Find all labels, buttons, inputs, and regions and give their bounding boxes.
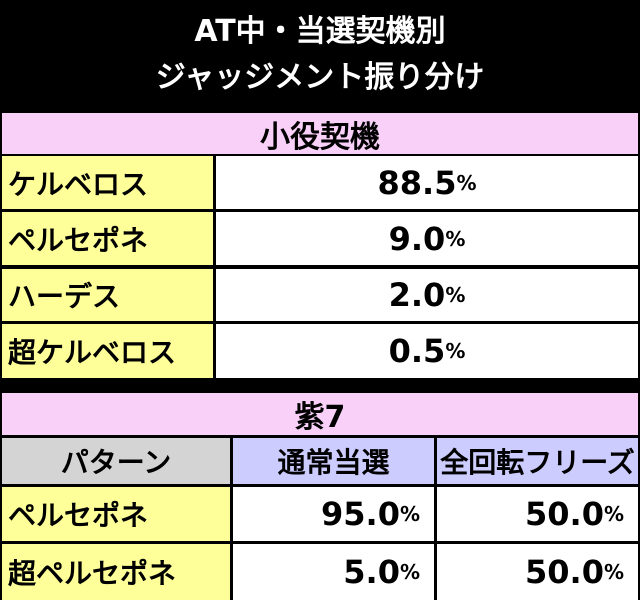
value: 50.0% [437, 487, 638, 541]
value: 88.5% [216, 156, 638, 209]
column-header: 全回転フリーズ [437, 438, 638, 484]
row-label: 超ペルセポネ [2, 544, 230, 600]
section-heading: 紫7 [2, 393, 638, 435]
row-label: 超ケルベロス [2, 324, 213, 378]
value: 50.0% [437, 544, 638, 600]
row-label: ペルセポネ [2, 487, 230, 541]
section-heading: 小役契機 [2, 113, 638, 154]
value: 2.0% [216, 269, 638, 321]
column-header: 通常当選 [233, 438, 434, 484]
row-label: ケルベロス [2, 156, 213, 209]
row-label: ペルセポネ [2, 212, 213, 265]
value: 0.5% [216, 324, 638, 378]
column-header: パターン [2, 438, 230, 484]
value: 9.0% [216, 212, 638, 265]
value: 5.0% [233, 544, 434, 600]
value: 95.0% [233, 487, 434, 541]
title-line: ジャッジメント振り分け [155, 60, 485, 95]
title-line: AT中・当選契機別 [194, 14, 446, 49]
row-label: ハーデス [2, 269, 213, 321]
